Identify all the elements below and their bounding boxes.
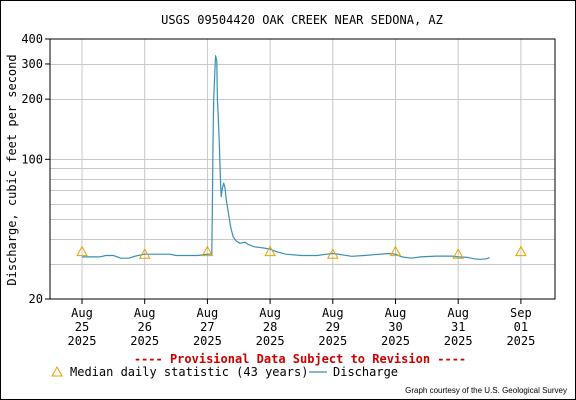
legend-median-label: Median daily statistic (43 years) <box>70 365 308 379</box>
legend: Median daily statistic (43 years) Discha… <box>51 365 398 379</box>
x-tick-label: 2025 <box>68 334 97 348</box>
x-tick-label: 2025 <box>130 334 159 348</box>
x-tick-label: 25 <box>75 320 89 334</box>
x-tick-label: 26 <box>137 320 151 334</box>
discharge-series-line <box>82 55 490 260</box>
x-tick-label: Aug <box>322 306 344 320</box>
median-daily-marker <box>264 245 276 257</box>
grid-layer <box>50 39 555 299</box>
series-layer <box>76 55 527 260</box>
x-tick-label: Sep <box>510 306 532 320</box>
x-tick-label: 01 <box>514 320 528 334</box>
x-tick-label: 2025 <box>256 334 285 348</box>
x-tick-label: 2025 <box>506 334 535 348</box>
x-tick-label: Aug <box>71 306 93 320</box>
x-tick-label: 31 <box>451 320 465 334</box>
y-tick-label: 400 <box>21 32 43 46</box>
x-tick-label: Aug <box>259 306 281 320</box>
median-daily-marker <box>326 248 339 259</box>
y-tick-label: 100 <box>21 152 43 166</box>
y-tick-label: 300 <box>21 57 43 71</box>
median-daily-marker <box>138 248 151 259</box>
x-tick-label: Aug <box>134 306 156 320</box>
legend-discharge-label: Discharge <box>333 365 398 379</box>
x-tick-label: 28 <box>263 320 277 334</box>
x-tick-label: Aug <box>385 306 407 320</box>
x-tick-label: 2025 <box>318 334 347 348</box>
x-tick-label: 30 <box>388 320 402 334</box>
x-tick-label: 2025 <box>193 334 222 348</box>
x-tick-label: Aug <box>447 306 469 320</box>
tick-layer: 20100200300400Aug252025Aug262025Aug27202… <box>21 32 535 348</box>
y-tick-label: 200 <box>21 92 43 106</box>
usgs-credit: Graph courtesy of the U.S. Geological Su… <box>405 386 567 395</box>
median-daily-marker <box>515 245 527 257</box>
x-tick-label: 2025 <box>381 334 410 348</box>
y-axis-label: Discharge, cubic feet per second <box>5 54 19 285</box>
median-daily-marker <box>452 248 465 259</box>
chart-title: USGS 09504420 OAK CREEK NEAR SEDONA, AZ <box>161 13 443 27</box>
x-tick-label: 2025 <box>444 334 473 348</box>
median-daily-marker <box>389 245 402 257</box>
x-tick-label: 29 <box>326 320 340 334</box>
x-tick-label: Aug <box>197 306 219 320</box>
y-tick-label: 20 <box>29 292 43 306</box>
x-tick-label: 27 <box>200 320 214 334</box>
median-daily-marker <box>201 245 214 257</box>
median-daily-marker <box>76 245 88 257</box>
provisional-warning: ---- Provisional Data Subject to Revisio… <box>134 352 466 366</box>
plot-area-border <box>49 38 556 300</box>
legend-median-triangle-icon <box>51 365 63 377</box>
